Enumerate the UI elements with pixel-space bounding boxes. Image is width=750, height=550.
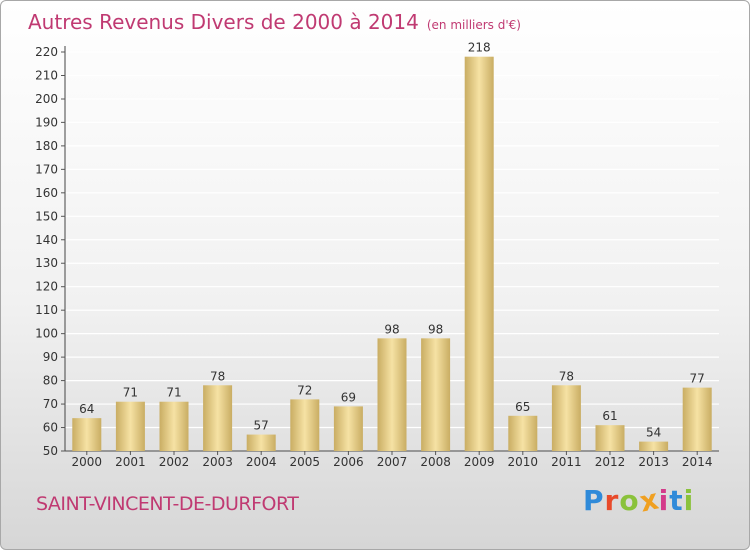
logo-letter: o <box>619 484 640 517</box>
data-label: 78 <box>559 369 574 383</box>
bar <box>203 385 233 451</box>
data-label: 71 <box>166 386 181 400</box>
x-tick-label: 2003 <box>202 455 233 469</box>
y-tick-label: 80 <box>43 374 58 388</box>
x-tick-label: 2000 <box>72 455 103 469</box>
logo-letter: i <box>683 484 695 517</box>
bars <box>72 56 712 451</box>
data-label: 54 <box>646 426 661 440</box>
y-tick-label: 140 <box>35 233 58 247</box>
bar <box>508 415 538 451</box>
data-label: 64 <box>79 402 94 416</box>
bar <box>595 425 625 451</box>
x-tick-label: 2009 <box>464 455 495 469</box>
bar <box>333 406 363 451</box>
x-tick-label: 2011 <box>551 455 582 469</box>
x-tick-label: 2002 <box>159 455 190 469</box>
bar <box>115 401 145 451</box>
y-tick-label: 180 <box>35 139 58 153</box>
y-tick-label: 70 <box>43 397 58 411</box>
data-label: 78 <box>210 369 225 383</box>
x-tick-label: 2012 <box>595 455 626 469</box>
bar <box>421 338 451 451</box>
data-label: 57 <box>254 419 269 433</box>
y-tick-label: 160 <box>35 186 58 200</box>
bar <box>246 434 276 451</box>
chart-title-text: Autres Revenus Divers de 2000 à 2014 <box>28 10 419 34</box>
proxiti-logo: Proxiti <box>583 482 695 518</box>
chart-title: Autres Revenus Divers de 2000 à 2014 (en … <box>28 10 521 34</box>
x-tick-label: 2014 <box>682 455 713 469</box>
y-tick-label: 110 <box>35 303 58 317</box>
bar <box>464 56 494 451</box>
y-tick-label: 90 <box>43 350 58 364</box>
data-label: 61 <box>602 409 617 423</box>
data-label: 98 <box>428 322 443 336</box>
data-label: 218 <box>468 41 491 55</box>
x-tick-label: 2013 <box>638 455 669 469</box>
x-tick-label: 2005 <box>290 455 321 469</box>
y-tick-label: 170 <box>35 162 58 176</box>
data-label: 71 <box>123 386 138 400</box>
data-label: 69 <box>341 390 356 404</box>
bar <box>290 399 320 451</box>
y-tick-label: 50 <box>43 444 58 458</box>
data-labels: 64 71 71 78 57 72 69 98 98 218 65 78 61 54 77 <box>79 41 705 440</box>
bar <box>639 441 669 451</box>
y-axis-ticks: 50 60 70 80 90 100 110 120 130 140 150 160 170 180 190… <box>35 45 65 458</box>
x-tick-label: 2001 <box>115 455 146 469</box>
data-label: 72 <box>297 383 312 397</box>
y-tick-label: 130 <box>35 256 58 270</box>
x-axis-ticks: 2000 2001 2002 2003 2004 2005 2006 2007 2008 2009… <box>72 451 713 469</box>
commune-name: SAINT-VINCENT-DE-DURFORT <box>36 493 299 515</box>
x-tick-label: 2007 <box>377 455 408 469</box>
y-tick-label: 200 <box>35 92 58 106</box>
bar <box>551 385 581 451</box>
y-tick-label: 120 <box>35 280 58 294</box>
logo-letter: r <box>604 484 620 517</box>
x-tick-label: 2006 <box>333 455 364 469</box>
y-tick-label: 100 <box>35 327 58 341</box>
y-tick-label: 150 <box>35 209 58 223</box>
data-label: 98 <box>384 322 399 336</box>
x-tick-label: 2010 <box>508 455 539 469</box>
y-tick-label: 190 <box>35 115 58 129</box>
bar <box>377 338 407 451</box>
bar <box>72 418 102 451</box>
bar <box>159 401 189 451</box>
logo-letter: P <box>583 484 605 517</box>
logo-letter: i <box>658 484 670 517</box>
y-tick-label: 210 <box>35 68 58 82</box>
x-tick-label: 2008 <box>420 455 451 469</box>
y-tick-label: 220 <box>35 45 58 59</box>
bar <box>682 387 712 451</box>
data-label: 65 <box>515 400 530 414</box>
data-label: 77 <box>690 372 705 386</box>
unit-label: (en milliers d'€) <box>426 18 521 32</box>
y-tick-label: 60 <box>43 421 58 435</box>
x-tick-label: 2004 <box>246 455 277 469</box>
logo-letter: t <box>669 484 684 517</box>
